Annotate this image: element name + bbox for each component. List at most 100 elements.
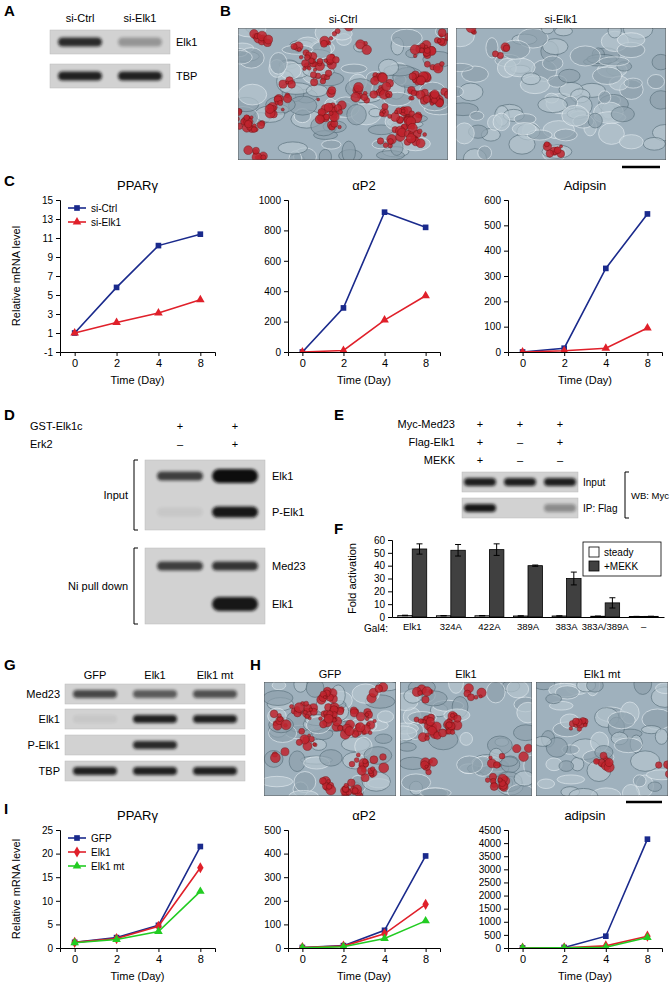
- row-label: P-Elk1: [28, 739, 60, 751]
- tick-label: 1000: [259, 195, 282, 206]
- band: [133, 741, 177, 749]
- marker: [196, 295, 205, 302]
- cell: [542, 28, 554, 34]
- micrograph-background: [238, 28, 448, 160]
- lipid-droplet: [413, 54, 417, 58]
- lipid-droplet: [489, 756, 493, 760]
- cell: [493, 113, 510, 130]
- series-line: [75, 891, 201, 942]
- cell: [460, 732, 473, 745]
- tick-label: 600: [484, 195, 501, 206]
- marker: [298, 347, 307, 352]
- band: [133, 715, 177, 723]
- lipid-droplet: [467, 694, 474, 701]
- tick-mark: [385, 352, 386, 356]
- tick-mark: [284, 322, 288, 323]
- column-label: si-Elk1: [123, 12, 156, 24]
- condition-mark: +: [477, 418, 483, 430]
- cell: [517, 702, 532, 723]
- tick-label: 2: [114, 357, 120, 369]
- error-bar: [416, 544, 422, 554]
- chart: 05101520250248PPARγRelative mRNA levelTi…: [10, 808, 216, 982]
- cell: [599, 91, 611, 104]
- tick: 300: [264, 872, 288, 883]
- micrograph: [536, 682, 668, 796]
- tick-mark: [284, 854, 288, 855]
- tick-mark: [504, 909, 508, 910]
- condition-mark: +: [232, 438, 238, 450]
- lipid-droplet: [320, 40, 327, 47]
- tick: 0: [72, 352, 78, 369]
- tick-mark: [284, 830, 288, 831]
- cell: [559, 761, 574, 772]
- axis: 0102030405060: [374, 535, 393, 623]
- tick: 30: [374, 573, 392, 584]
- tick-mark: [426, 352, 427, 356]
- panel-label: C: [4, 172, 15, 189]
- column-label: GFP: [84, 669, 107, 681]
- micrograph-title: GFP: [319, 668, 342, 680]
- lipid-droplet: [368, 731, 372, 735]
- lipid-droplet: [244, 115, 250, 121]
- lipid-droplet: [251, 127, 257, 133]
- cell: [320, 750, 343, 766]
- marker: [423, 853, 429, 859]
- marker: [298, 943, 307, 948]
- tick: 4: [603, 352, 609, 369]
- blot-strip: [462, 472, 578, 492]
- micrograph: [238, 28, 448, 160]
- tick: 383A/389A: [582, 617, 630, 632]
- tick-label: 15: [42, 195, 54, 206]
- legend: si-Ctrlsi-Elk1: [68, 203, 121, 228]
- micrograph-frame: [456, 28, 666, 160]
- tick-label: 8: [198, 357, 204, 369]
- lipid-droplet: [315, 115, 324, 124]
- tick-label: 2: [562, 953, 568, 965]
- lipid-droplet: [513, 744, 521, 752]
- error-bar: [556, 615, 562, 616]
- cell: [420, 788, 451, 796]
- tick-mark: [75, 352, 76, 356]
- lipid-droplet: [418, 719, 423, 724]
- lipid-droplet: [498, 778, 502, 782]
- tick: 422A: [478, 617, 501, 632]
- band: [73, 767, 117, 775]
- cell: [478, 146, 492, 160]
- lipid-droplet: [257, 121, 264, 128]
- axis: Elk1324A422A389A383A383A/389A–: [393, 617, 665, 632]
- axis: 0248: [289, 352, 441, 369]
- cell: [449, 682, 464, 693]
- lipid-droplet: [383, 143, 388, 148]
- tick: 60: [374, 535, 392, 546]
- tick-mark: [504, 301, 508, 302]
- series-line: [523, 839, 648, 948]
- tick-label: 8: [645, 357, 651, 369]
- legend-label: Elk1: [91, 847, 111, 858]
- cell: [400, 726, 417, 740]
- lipid-droplet: [401, 109, 405, 113]
- band: [544, 478, 576, 486]
- series-line: [523, 936, 648, 948]
- lipid-droplet: [299, 728, 305, 734]
- band: [193, 767, 237, 775]
- lipid-droplet: [310, 79, 317, 86]
- tick-mark: [564, 352, 565, 356]
- tick-mark: [504, 843, 508, 844]
- bar: [591, 616, 605, 617]
- panel-label: A: [4, 2, 15, 19]
- bar: [514, 616, 528, 617]
- tick-mark: [284, 948, 288, 949]
- tick-mark: [284, 200, 288, 201]
- lipid-droplet: [485, 778, 490, 783]
- lipid-droplet: [362, 45, 371, 54]
- error-bar: [518, 615, 524, 616]
- tick-label: 3000: [479, 864, 502, 875]
- marker: [603, 266, 609, 272]
- condition-mark: +: [232, 420, 238, 432]
- bar: [552, 616, 566, 617]
- axis-title: Relative mRNA level: [10, 839, 22, 939]
- marker: [70, 328, 79, 335]
- lipid-droplet: [288, 81, 296, 89]
- tick: 3: [47, 309, 60, 320]
- lipid-droplet: [391, 113, 400, 122]
